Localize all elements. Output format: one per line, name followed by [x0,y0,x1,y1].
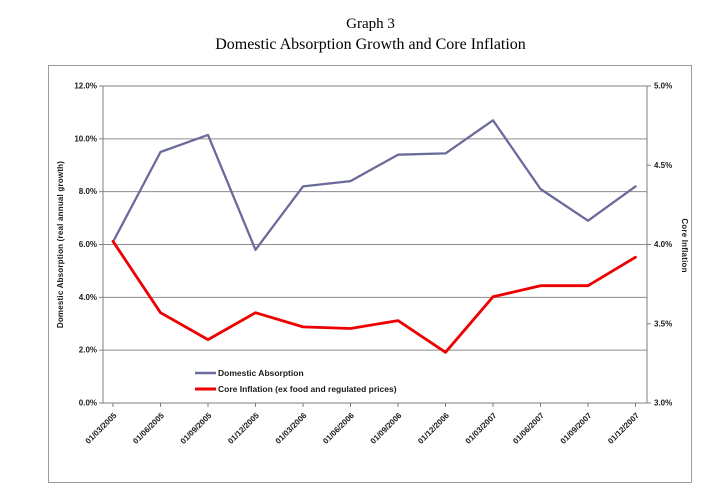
left-axis-tick-label: 4.0% [79,293,97,302]
left-axis-tick-label: 8.0% [79,187,97,196]
x-axis-tick-label: 01/03/2005 [84,411,119,446]
legend-item-label: Core Inflation (ex food and regulated pr… [218,384,397,394]
x-axis-tick-label: 01/06/2005 [131,411,166,446]
right-axis-title: Core Inflation [680,218,689,272]
x-axis-tick-label: 01/09/2005 [179,411,214,446]
left-axis-title: Domestic Absorption (real annual growth) [56,161,65,328]
left-axis-tick-label: 12.0% [74,82,97,91]
x-axis-tick-label: 01/06/2007 [511,411,546,446]
x-axis-tick-label: 01/12/2006 [416,411,451,446]
legend-item-label: Domestic Absorption [218,368,304,378]
left-axis-tick-label: 0.0% [79,399,97,408]
x-axis-tick-label: 01/06/2006 [321,411,356,446]
left-axis-tick-label: 10.0% [74,134,97,143]
left-axis-tick-label: 6.0% [79,240,97,249]
chart-line-core-inflation [111,239,637,354]
x-axis-tick-label: 01/12/2007 [606,411,641,446]
x-axis-tick-label: 01/03/2007 [464,411,499,446]
graph-number: Graph 3 [346,16,395,32]
x-axis-tick-label: 01/12/2005 [226,411,261,446]
chart-line-domestic-absorption [111,119,637,251]
x-axis-tick-label: 01/09/2006 [369,411,404,446]
chart-title: Domestic Absorption Growth and Core Infl… [215,36,526,53]
right-axis-tick-label: 4.5% [654,161,672,170]
right-axis-tick-label: 5.0% [654,82,672,91]
right-axis-tick-label: 4.0% [654,240,672,249]
x-axis-tick-label: 01/09/2007 [559,411,594,446]
right-axis-tick-label: 3.5% [654,319,672,328]
left-axis-tick-label: 2.0% [79,346,97,355]
chart-frame: 12.0% 10.0% 8.0% 6.0% 4.0% 2.0% 0.0% 5.0% 4.5% 4.… [48,65,692,483]
x-axis-tick-label: 01/03/2006 [274,411,309,446]
line-chart: 12.0% 10.0% 8.0% 6.0% 4.0% 2.0% 0.0% 5.0% 4.5% 4.… [56,82,689,446]
right-axis-tick-label: 3.0% [654,399,672,408]
